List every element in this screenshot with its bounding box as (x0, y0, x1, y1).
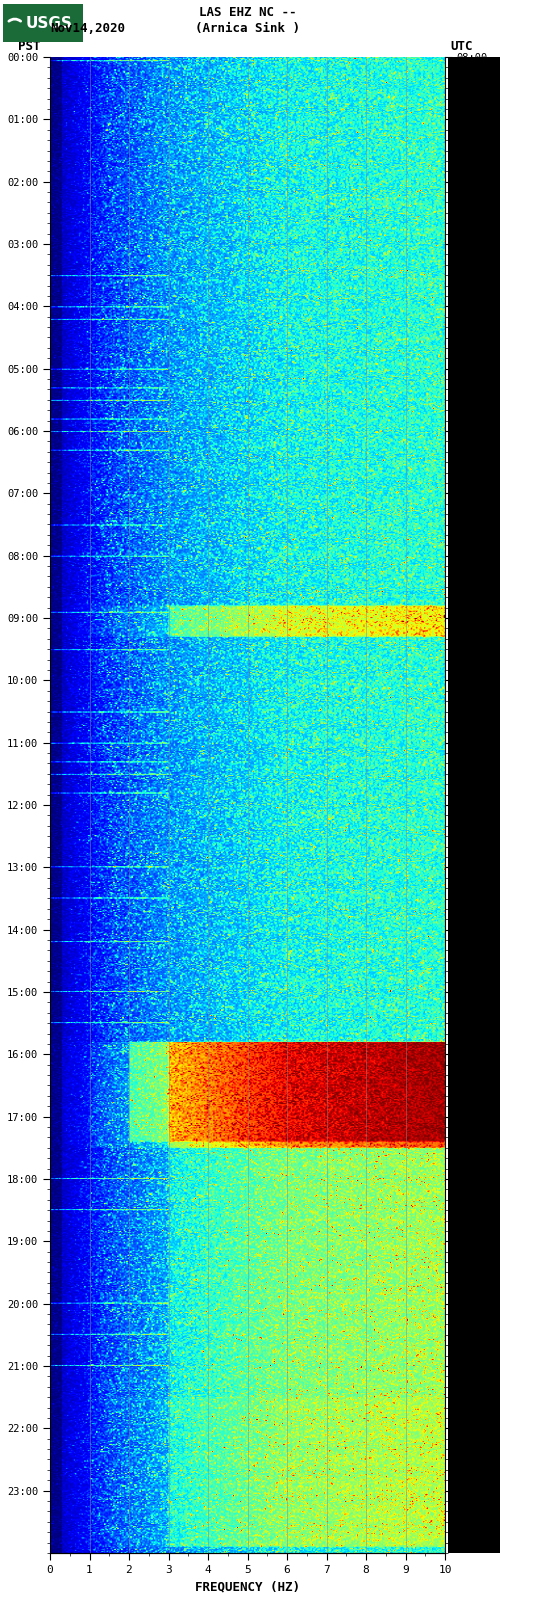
Text: LAS EHZ NC --: LAS EHZ NC -- (199, 6, 296, 19)
Text: Nov14,2020: Nov14,2020 (50, 23, 125, 35)
Text: PST: PST (18, 39, 41, 53)
Text: (Arnica Sink ): (Arnica Sink ) (195, 23, 300, 35)
Text: UTC: UTC (450, 39, 473, 53)
Text: USGS: USGS (26, 16, 73, 31)
X-axis label: FREQUENCY (HZ): FREQUENCY (HZ) (195, 1581, 300, 1594)
FancyArrowPatch shape (9, 19, 20, 21)
